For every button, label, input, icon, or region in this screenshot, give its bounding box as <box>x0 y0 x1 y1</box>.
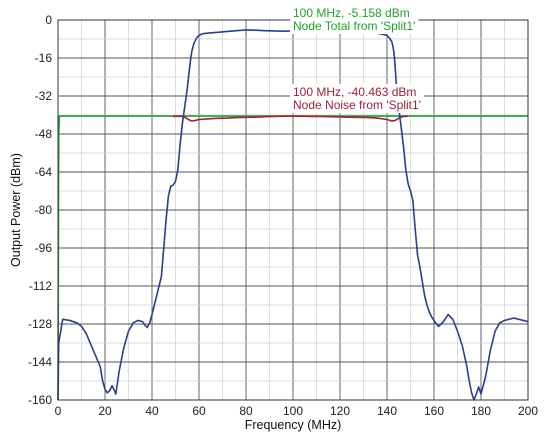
annotation-noise-background <box>290 84 424 113</box>
annotation-noise-value: 100 MHz, -40.463 dBm <box>293 85 416 99</box>
x-tick-label: 200 <box>518 404 538 418</box>
x-tick-label: 180 <box>471 404 491 418</box>
annotation-total-background <box>290 5 419 34</box>
y-tick-label: -128 <box>28 317 52 331</box>
y-tick-labels: 0 -16 -32 -48 -64 -80 -96 -112 -128 -144 -160 <box>28 13 52 407</box>
annotation-total-value: 100 MHz, -5.158 dBm <box>293 6 410 20</box>
y-tick-label: 0 <box>45 13 52 27</box>
x-tick-label: 140 <box>377 404 397 418</box>
y-axis-label: Output Power (dBm) <box>9 153 23 267</box>
series-line-0 <box>57 29 529 401</box>
annotation-total-label: Node Total from 'Split1' <box>293 19 415 33</box>
series-layer <box>57 29 529 401</box>
annotation-noise-label: Node Noise from 'Split1' <box>293 98 421 112</box>
x-tick-label: 20 <box>98 404 112 418</box>
y-tick-label: -96 <box>35 241 53 255</box>
y-tick-label: -112 <box>29 279 52 293</box>
x-axis-label: Frequency (MHz) <box>245 418 342 432</box>
y-tick-label: -64 <box>35 165 53 179</box>
y-tick-label: -32 <box>35 89 53 103</box>
x-tick-label: 100 <box>283 404 303 418</box>
y-tick-label: -144 <box>28 355 52 369</box>
x-tick-labels: 0 20 40 60 80 100 120 140 160 180 200 <box>55 404 539 418</box>
y-tick-label: -80 <box>35 203 53 217</box>
grid <box>57 19 529 401</box>
series-line-1 <box>57 115 528 401</box>
x-tick-label: 0 <box>55 404 62 418</box>
x-tick-label: 40 <box>145 404 159 418</box>
x-tick-label: 160 <box>424 404 444 418</box>
y-tick-label: -160 <box>28 393 52 407</box>
x-tick-label: 60 <box>192 404 206 418</box>
x-tick-label: 80 <box>239 404 253 418</box>
x-tick-label: 120 <box>330 404 350 418</box>
series-line-2 <box>173 115 409 122</box>
y-tick-label: -48 <box>35 127 53 141</box>
y-tick-label: -16 <box>35 51 53 65</box>
